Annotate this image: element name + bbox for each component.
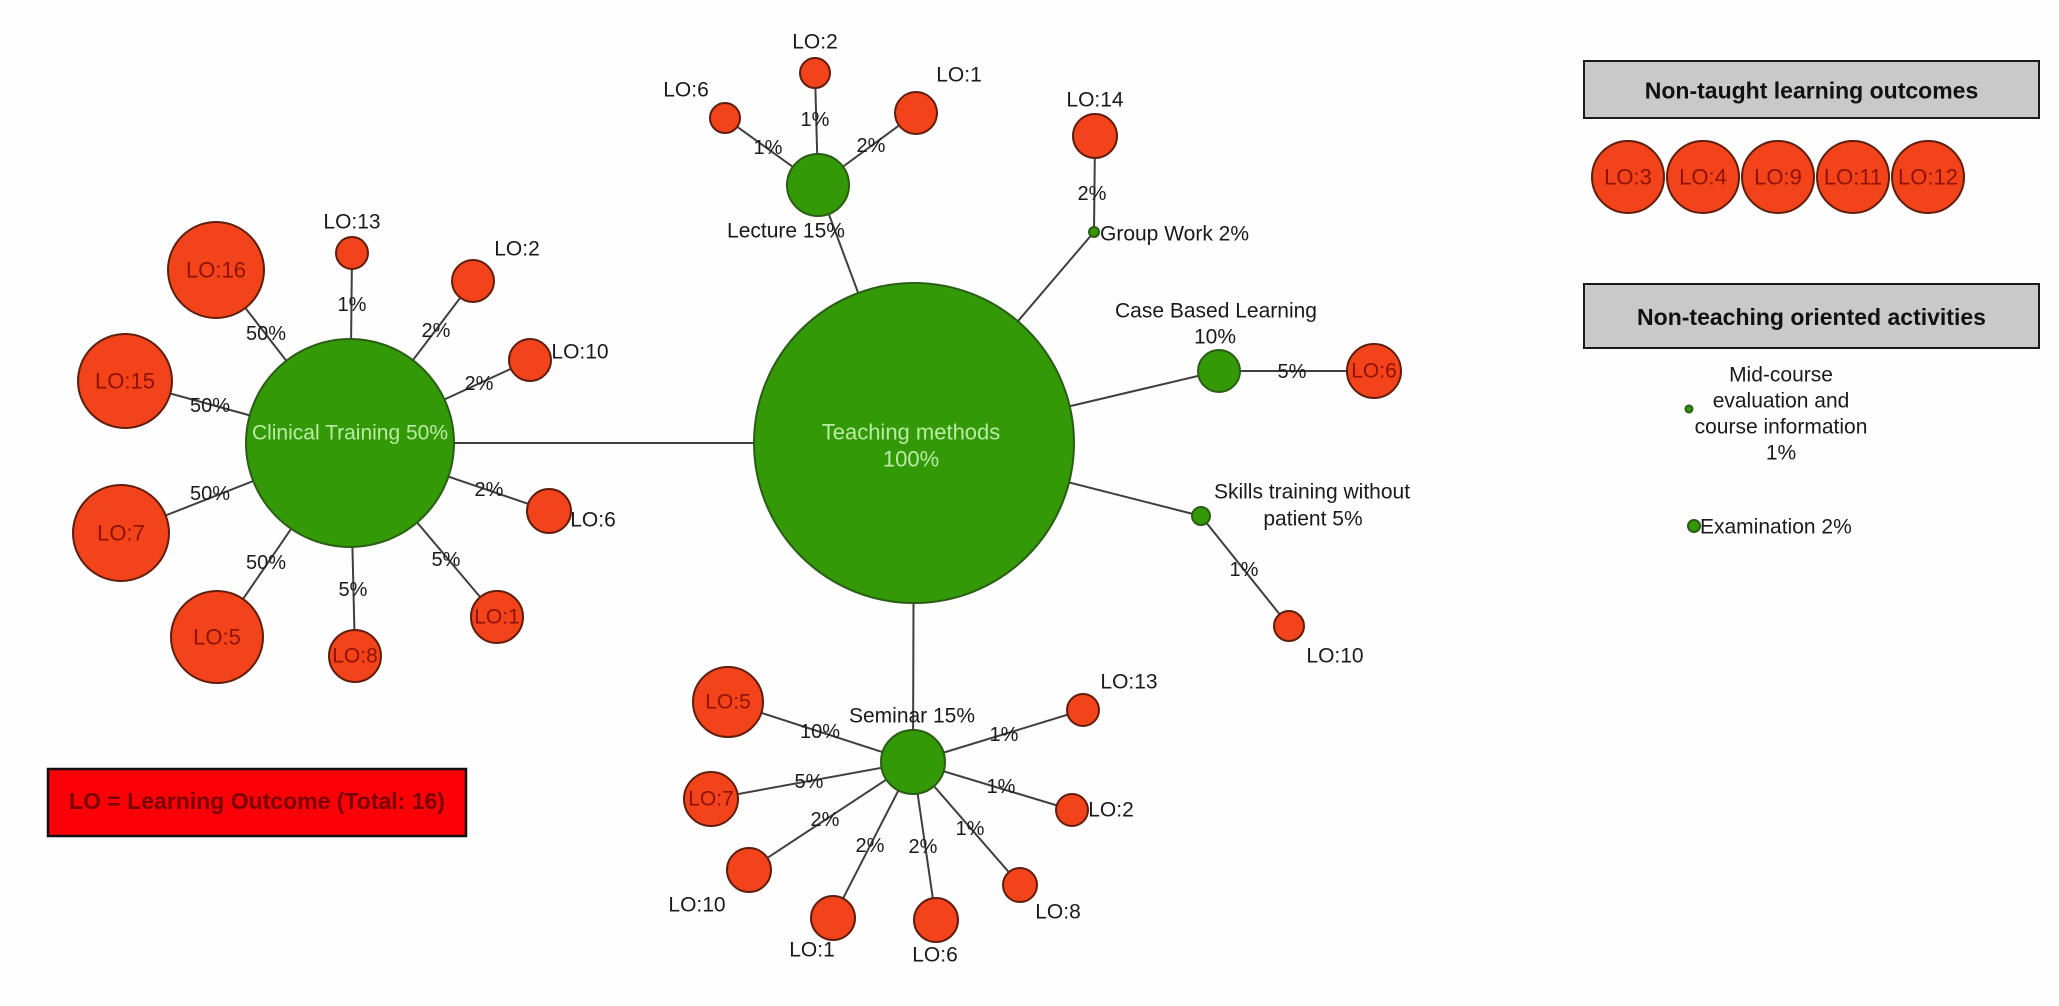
svg-text:LO:4: LO:4 [1679, 165, 1727, 190]
svg-text:LO:12: LO:12 [1898, 165, 1958, 190]
svg-text:1%: 1% [987, 776, 1016, 798]
svg-text:50%: 50% [246, 552, 286, 574]
svg-text:LO:1: LO:1 [789, 939, 835, 962]
svg-text:LO:5: LO:5 [705, 691, 751, 714]
svg-text:2%: 2% [856, 835, 885, 857]
svg-text:LO:6: LO:6 [570, 509, 616, 532]
svg-text:evaluation and: evaluation and [1713, 390, 1850, 413]
svg-text:1%: 1% [956, 818, 985, 840]
svg-text:5%: 5% [339, 579, 368, 601]
svg-text:10%: 10% [1194, 326, 1236, 349]
svg-text:LO:15: LO:15 [95, 369, 155, 394]
svg-text:Clinical Training 50%: Clinical Training 50% [252, 422, 448, 445]
svg-text:1%: 1% [1766, 442, 1796, 465]
svg-text:LO:5: LO:5 [193, 625, 241, 650]
svg-text:Non-teaching oriented activiti: Non-teaching oriented activities [1637, 304, 1986, 330]
svg-text:1%: 1% [754, 137, 783, 159]
svg-text:Mid-course: Mid-course [1729, 364, 1833, 387]
svg-text:2%: 2% [422, 320, 451, 342]
svg-text:2%: 2% [857, 135, 886, 157]
svg-text:LO:10: LO:10 [1306, 645, 1363, 668]
svg-text:1%: 1% [990, 724, 1019, 746]
svg-text:1%: 1% [801, 109, 830, 131]
svg-text:LO:7: LO:7 [688, 788, 734, 811]
svg-text:LO:10: LO:10 [668, 894, 725, 917]
svg-text:Non-taught learning outcomes: Non-taught learning outcomes [1645, 78, 1979, 104]
svg-text:1%: 1% [338, 294, 367, 316]
svg-text:course information: course information [1695, 416, 1868, 439]
svg-text:Case Based Learning: Case Based Learning [1115, 300, 1317, 323]
svg-text:LO:10: LO:10 [551, 341, 608, 364]
svg-text:LO:6: LO:6 [1351, 360, 1397, 383]
svg-text:50%: 50% [246, 323, 286, 345]
svg-text:5%: 5% [795, 771, 824, 793]
svg-text:5%: 5% [1278, 361, 1307, 383]
svg-text:LO:8: LO:8 [332, 645, 378, 668]
svg-text:2%: 2% [909, 836, 938, 858]
svg-text:LO:2: LO:2 [1088, 799, 1134, 822]
svg-text:10%: 10% [800, 721, 840, 743]
svg-text:Lecture 15%: Lecture 15% [727, 220, 845, 243]
svg-text:LO:1: LO:1 [474, 606, 520, 629]
svg-text:LO = Learning Outcome (Total:: LO = Learning Outcome (Total: 16) [69, 788, 445, 814]
svg-text:1%: 1% [1230, 559, 1259, 581]
svg-text:100%: 100% [883, 447, 939, 472]
svg-text:2%: 2% [1078, 183, 1107, 205]
svg-text:Seminar 15%: Seminar 15% [849, 705, 975, 728]
svg-text:LO:6: LO:6 [663, 79, 709, 102]
svg-text:LO:7: LO:7 [97, 521, 145, 546]
svg-text:LO:14: LO:14 [1066, 89, 1124, 112]
svg-text:Teaching methods: Teaching methods [822, 420, 1001, 445]
svg-text:Group Work 2%: Group Work 2% [1100, 223, 1249, 246]
svg-text:LO:2: LO:2 [792, 31, 838, 54]
svg-text:LO:8: LO:8 [1035, 901, 1081, 924]
svg-text:Examination 2%: Examination 2% [1700, 516, 1852, 539]
svg-text:LO:11: LO:11 [1824, 165, 1882, 190]
svg-text:patient 5%: patient 5% [1263, 508, 1362, 531]
svg-text:LO:2: LO:2 [494, 238, 540, 261]
svg-text:Skills training without: Skills training without [1214, 481, 1410, 504]
svg-text:5%: 5% [432, 549, 461, 571]
svg-text:LO:1: LO:1 [936, 64, 982, 87]
svg-text:50%: 50% [190, 395, 230, 417]
svg-text:2%: 2% [811, 809, 840, 831]
svg-text:LO:13: LO:13 [323, 211, 380, 234]
svg-text:LO:16: LO:16 [186, 258, 246, 283]
svg-text:LO:9: LO:9 [1754, 165, 1802, 190]
svg-text:LO:3: LO:3 [1604, 165, 1652, 190]
svg-text:LO:6: LO:6 [912, 944, 958, 967]
svg-text:50%: 50% [190, 483, 230, 505]
svg-text:LO:13: LO:13 [1100, 671, 1157, 694]
svg-text:2%: 2% [465, 373, 494, 395]
svg-text:2%: 2% [475, 479, 504, 501]
